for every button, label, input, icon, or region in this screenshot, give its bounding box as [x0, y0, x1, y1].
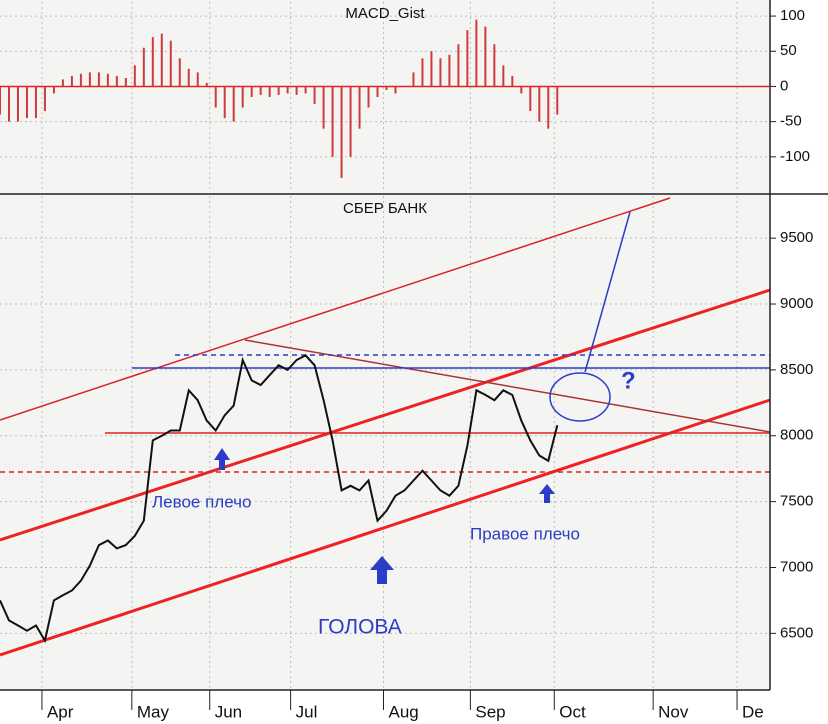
y-tick-label: 6500	[780, 624, 813, 641]
arrow	[214, 448, 230, 470]
plot-bg	[0, 0, 770, 690]
panel-title: MACD_Gist	[345, 5, 425, 22]
x-tick-label: Nov	[658, 702, 689, 721]
x-tick-label: May	[137, 702, 170, 721]
y-tick-label: 8000	[780, 427, 813, 444]
arrow	[539, 484, 555, 503]
y-tick-label: 8500	[780, 361, 813, 378]
x-tick-label: Apr	[47, 702, 74, 721]
x-tick-label: Jul	[296, 702, 318, 721]
x-tick-label: Jun	[215, 702, 242, 721]
ellipse	[549, 372, 611, 422]
x-tick-label: De	[742, 702, 764, 721]
target-line	[584, 211, 631, 373]
y-tick-label: -100	[780, 148, 810, 165]
y-tick-label: 7500	[780, 493, 813, 510]
y-tick-label: 9500	[780, 229, 813, 246]
y-tick-label: -50	[780, 113, 802, 130]
annotation: ?	[621, 367, 636, 394]
y-tick-label: 100	[780, 7, 805, 24]
arrow	[370, 556, 394, 584]
panel-title: СБЕР БАНК	[343, 200, 427, 217]
x-tick-label: Aug	[389, 702, 419, 721]
annotation: Правое плечо	[470, 524, 580, 543]
x-tick-label: Sep	[475, 702, 505, 721]
overlay-lines	[0, 197, 771, 657]
annotation: Левое плечо	[152, 492, 251, 511]
annotation: ГОЛОВА	[318, 616, 402, 639]
price-line	[0, 354, 559, 644]
trend-line	[0, 197, 671, 421]
y-tick-label: 9000	[780, 295, 813, 312]
trend-line	[0, 288, 771, 542]
x-tick-label: Oct	[559, 702, 586, 721]
y-tick-label: 7000	[780, 558, 813, 575]
y-tick-label: 0	[780, 77, 788, 94]
y-tick-label: 50	[780, 42, 797, 59]
trend-line	[0, 398, 771, 657]
